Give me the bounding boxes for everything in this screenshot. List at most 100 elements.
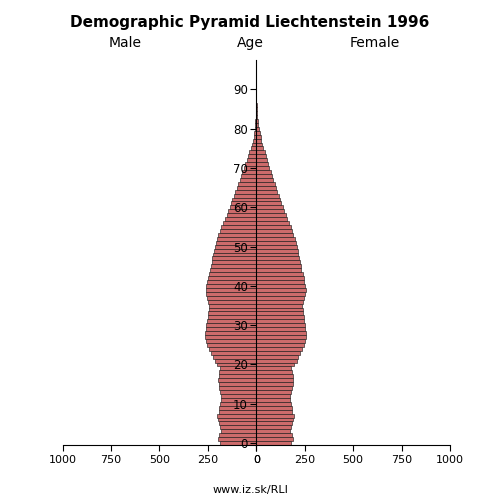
Bar: [256, 362, 294, 366]
Bar: [256, 347, 302, 350]
Bar: [256, 406, 292, 409]
Bar: [220, 386, 256, 390]
Bar: [240, 178, 256, 182]
Text: Age: Age: [236, 36, 264, 50]
Bar: [256, 146, 264, 150]
Bar: [256, 304, 302, 308]
Bar: [256, 142, 262, 146]
Bar: [256, 300, 303, 304]
Bar: [256, 194, 278, 198]
Bar: [256, 390, 290, 394]
Bar: [256, 221, 289, 225]
Bar: [256, 414, 294, 418]
Bar: [256, 316, 304, 320]
Bar: [252, 142, 256, 146]
Bar: [256, 182, 275, 186]
Bar: [256, 402, 291, 406]
Bar: [253, 138, 256, 142]
Bar: [208, 316, 256, 320]
Bar: [256, 162, 268, 166]
Bar: [256, 237, 295, 240]
Bar: [256, 111, 257, 115]
Bar: [218, 414, 256, 418]
Bar: [208, 300, 256, 304]
Bar: [220, 406, 256, 409]
Bar: [216, 362, 256, 366]
Bar: [241, 174, 256, 178]
Bar: [256, 186, 276, 190]
Bar: [206, 327, 256, 331]
Bar: [256, 354, 298, 358]
Bar: [255, 127, 256, 130]
Bar: [218, 382, 256, 386]
Bar: [250, 150, 256, 154]
Bar: [234, 194, 256, 198]
Bar: [206, 292, 256, 296]
Bar: [222, 221, 256, 225]
Bar: [256, 264, 300, 268]
Bar: [221, 398, 256, 402]
Bar: [220, 390, 256, 394]
Bar: [256, 217, 288, 221]
Bar: [256, 320, 304, 323]
Bar: [256, 198, 280, 202]
Bar: [220, 366, 256, 370]
Bar: [206, 323, 256, 327]
Bar: [256, 422, 292, 426]
Bar: [219, 422, 256, 426]
Bar: [220, 433, 256, 437]
Bar: [256, 244, 297, 248]
Bar: [211, 350, 256, 354]
Bar: [246, 162, 256, 166]
Bar: [256, 331, 306, 335]
Bar: [256, 158, 267, 162]
Bar: [247, 158, 256, 162]
Bar: [254, 130, 256, 134]
Bar: [214, 244, 256, 248]
Bar: [209, 308, 256, 312]
Bar: [210, 268, 256, 272]
Text: Male: Male: [108, 36, 142, 50]
Bar: [220, 441, 256, 445]
Bar: [256, 323, 305, 327]
Bar: [208, 343, 256, 347]
Bar: [217, 237, 256, 240]
Bar: [207, 320, 256, 323]
Bar: [256, 312, 303, 316]
Text: Female: Female: [350, 36, 400, 50]
Bar: [256, 358, 296, 362]
Bar: [250, 146, 256, 150]
Bar: [256, 437, 292, 441]
Bar: [222, 225, 256, 229]
Bar: [212, 256, 256, 260]
Bar: [256, 382, 292, 386]
Bar: [226, 213, 256, 217]
Bar: [221, 430, 256, 433]
Bar: [214, 248, 256, 252]
Bar: [208, 276, 256, 280]
Bar: [256, 284, 306, 288]
Bar: [256, 252, 298, 256]
Bar: [244, 166, 256, 170]
Bar: [256, 343, 304, 347]
Bar: [256, 190, 278, 194]
Bar: [256, 150, 264, 154]
Bar: [256, 296, 304, 300]
Bar: [256, 134, 260, 138]
Bar: [236, 190, 256, 194]
Bar: [256, 276, 304, 280]
Bar: [222, 394, 256, 398]
Bar: [228, 210, 256, 213]
Bar: [256, 339, 304, 343]
Bar: [231, 202, 256, 205]
Bar: [207, 296, 256, 300]
Bar: [206, 284, 256, 288]
Bar: [232, 198, 256, 202]
Bar: [206, 288, 256, 292]
Bar: [248, 154, 256, 158]
Bar: [214, 358, 256, 362]
Bar: [256, 166, 270, 170]
Bar: [219, 410, 256, 414]
Bar: [256, 240, 296, 244]
Bar: [205, 331, 256, 335]
